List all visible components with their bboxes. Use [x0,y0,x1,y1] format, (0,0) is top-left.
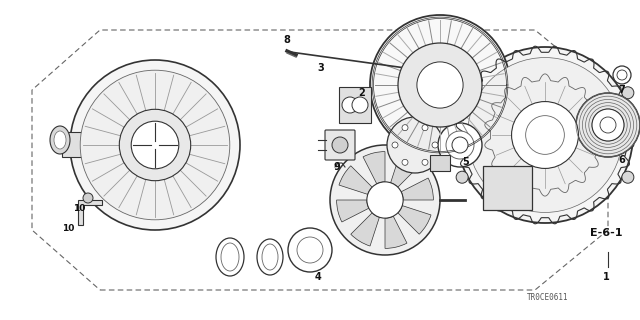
Ellipse shape [50,126,70,154]
Circle shape [398,43,482,127]
Text: 5: 5 [462,157,468,167]
Circle shape [457,47,633,223]
Wedge shape [390,154,419,187]
Circle shape [288,228,332,272]
Circle shape [297,237,323,263]
Circle shape [622,171,634,183]
Circle shape [70,60,240,230]
Circle shape [617,70,627,80]
Polygon shape [78,200,102,225]
Circle shape [422,159,428,165]
Text: 9: 9 [333,162,340,172]
Circle shape [576,93,640,157]
Circle shape [330,145,440,255]
Text: 8: 8 [283,35,290,45]
Bar [339,87,371,123]
Bar [430,155,450,171]
Wedge shape [351,213,380,246]
Circle shape [342,97,358,113]
Circle shape [452,137,468,153]
Circle shape [367,182,403,218]
Wedge shape [385,216,407,248]
Ellipse shape [221,243,239,271]
Circle shape [131,121,179,169]
Circle shape [332,137,348,153]
Circle shape [402,159,408,165]
Text: TR0CE0611: TR0CE0611 [526,293,568,302]
Ellipse shape [216,238,244,276]
Circle shape [83,193,93,203]
Text: E-6-1: E-6-1 [590,228,623,238]
Circle shape [600,117,616,133]
Wedge shape [363,152,385,184]
Text: 3: 3 [317,63,324,73]
Circle shape [119,109,191,181]
Bar [62,132,84,157]
Bar [483,166,532,210]
Circle shape [468,58,623,212]
Ellipse shape [257,239,283,275]
Circle shape [613,66,631,84]
Circle shape [511,101,579,168]
Text: 10: 10 [73,204,85,213]
Wedge shape [398,206,431,234]
Circle shape [438,123,482,167]
FancyBboxPatch shape [325,130,355,160]
Wedge shape [401,178,433,200]
Circle shape [352,97,368,113]
Ellipse shape [54,131,66,149]
Circle shape [432,142,438,148]
Circle shape [422,125,428,131]
Circle shape [387,117,443,173]
Text: 1: 1 [603,272,610,282]
Circle shape [370,15,510,155]
Circle shape [402,125,408,131]
Text: 7: 7 [618,85,625,95]
Wedge shape [337,200,369,222]
Text: 6: 6 [618,155,625,165]
Circle shape [622,87,634,99]
Circle shape [592,109,624,141]
Circle shape [456,87,468,99]
Circle shape [456,171,468,183]
Circle shape [446,131,474,159]
Text: 2: 2 [358,88,365,98]
Ellipse shape [262,244,278,270]
Circle shape [80,70,230,220]
Text: 10: 10 [62,224,74,233]
Circle shape [525,116,564,154]
Wedge shape [339,166,372,194]
Circle shape [392,142,398,148]
Text: 4: 4 [315,272,322,282]
Circle shape [417,62,463,108]
